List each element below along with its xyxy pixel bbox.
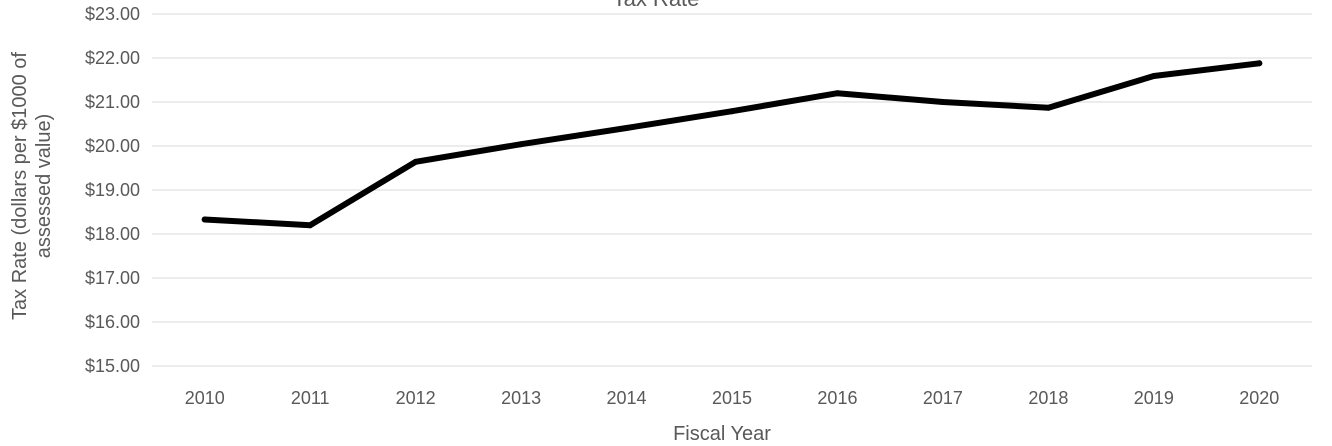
y-axis-title-line-2: assessed value) xyxy=(33,114,55,259)
data-point xyxy=(307,222,314,229)
data-point xyxy=(201,216,208,223)
data-point xyxy=(729,108,735,115)
data-point xyxy=(1045,104,1052,111)
x-axis-tick-labels: 2010 2011 2012 2013 2014 2015 2016 2017 2018 2019… xyxy=(185,388,1280,408)
x-tick-label: 2012 xyxy=(396,388,436,408)
series-layer xyxy=(201,60,1263,229)
data-point xyxy=(412,158,419,165)
x-tick-label: 2013 xyxy=(501,388,541,408)
y-tick-label: $16.00 xyxy=(85,312,140,332)
y-tick-label: $15.00 xyxy=(85,356,140,376)
x-tick-label: 2020 xyxy=(1239,388,1279,408)
y-tick-label: $23.00 xyxy=(85,4,140,24)
x-tick-label: 2019 xyxy=(1134,388,1174,408)
x-tick-label: 2018 xyxy=(1028,388,1068,408)
gridlines xyxy=(152,13,1312,367)
data-point xyxy=(1256,60,1263,67)
chart-title: Tax Rate xyxy=(613,0,700,11)
x-tick-label: 2010 xyxy=(185,388,225,408)
data-point xyxy=(623,124,630,131)
x-axis-title: Fiscal Year xyxy=(673,423,771,445)
y-tick-label: $20.00 xyxy=(85,136,140,156)
y-tick-label: $19.00 xyxy=(85,180,140,200)
y-tick-label: $21.00 xyxy=(85,92,140,112)
y-tick-label: $18.00 xyxy=(85,224,140,244)
x-tick-label: 2017 xyxy=(923,388,963,408)
y-tick-label: $17.00 xyxy=(85,268,140,288)
y-axis-tick-labels: $15.00 $16.00 $17.00 $18.00 $19.00 $20.00 $21.… xyxy=(85,4,140,376)
series-line xyxy=(201,60,1263,229)
data-point xyxy=(1150,73,1157,80)
x-tick-label: 2015 xyxy=(712,388,752,408)
data-point xyxy=(834,90,841,97)
y-tick-label: $22.00 xyxy=(85,48,140,68)
y-axis-title-line-1: Tax Rate (dollars per $1000 of xyxy=(9,52,31,320)
y-axis-title: Tax Rate (dollars per $1000 of assessed … xyxy=(9,52,55,320)
data-point xyxy=(939,99,946,105)
data-point xyxy=(518,141,525,148)
x-tick-label: 2014 xyxy=(607,388,647,408)
x-tick-label: 2011 xyxy=(291,388,330,408)
x-tick-label: 2016 xyxy=(817,388,857,408)
